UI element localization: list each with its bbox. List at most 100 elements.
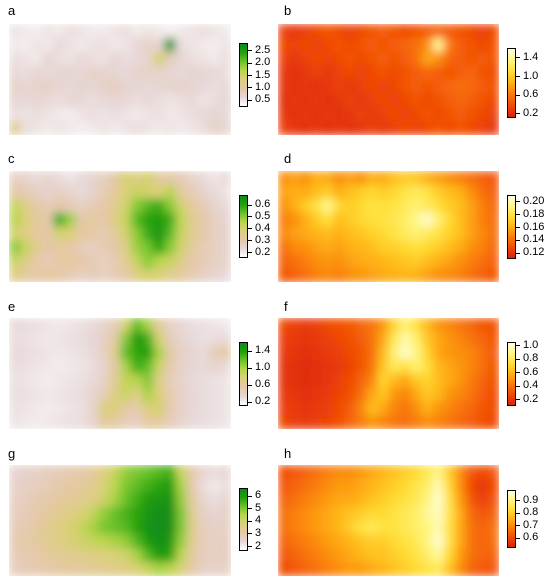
heatmap-cell <box>53 212 66 228</box>
heatmap-cell <box>20 268 32 282</box>
heatmap-cell <box>75 465 88 480</box>
colorbar-tick-label: 3 <box>255 526 262 539</box>
heatmap-cell <box>20 492 32 508</box>
heatmap-cell <box>421 107 434 122</box>
heatmap-cell <box>322 65 334 81</box>
heatmap-cell <box>377 268 390 282</box>
heatmap-cell <box>153 184 165 200</box>
heatmap-cell <box>131 212 143 228</box>
heatmap-cell <box>31 24 43 39</box>
heatmap-cell <box>164 465 177 480</box>
heatmap-cell <box>399 121 412 135</box>
heatmap-cell <box>487 415 499 429</box>
heatmap-cell <box>86 24 99 39</box>
heatmap-cell <box>142 373 154 388</box>
heatmap-cell <box>322 345 334 361</box>
heatmap-cell <box>42 254 54 269</box>
heatmap-cell <box>278 51 290 67</box>
heatmap-cell <box>289 331 301 347</box>
heatmap-cell <box>64 268 77 282</box>
heatmap-cell <box>311 520 323 535</box>
heatmap-cell <box>186 331 199 347</box>
heatmap-cell <box>153 359 165 375</box>
colorbar-tick <box>516 94 520 96</box>
heatmap-cell <box>344 24 356 39</box>
heatmap-cell <box>344 465 356 480</box>
heatmap-cell <box>186 93 199 108</box>
heatmap-cell <box>86 318 99 333</box>
heatmap-cell <box>164 37 177 53</box>
heatmap-cell <box>322 107 334 122</box>
heatmap-cell <box>399 93 412 108</box>
heatmap-cell <box>186 24 199 39</box>
heatmap-cell <box>333 24 345 39</box>
heatmap-cell <box>388 520 401 535</box>
heatmap-cell <box>120 171 132 186</box>
colorbar-gradient <box>239 43 248 107</box>
heatmap-cell <box>421 93 434 108</box>
heatmap-cell <box>153 65 165 81</box>
heatmap-cell <box>64 51 77 67</box>
heatmap-cell <box>142 345 154 361</box>
heatmap-cell <box>208 171 221 186</box>
heatmap-cell <box>465 415 478 429</box>
heatmap-cell <box>289 345 301 361</box>
heatmap-cell <box>131 478 143 494</box>
heatmap-cell <box>366 51 379 67</box>
heatmap-cell <box>465 268 478 282</box>
heatmap-cell <box>399 415 412 429</box>
heatmap-cell <box>410 93 423 108</box>
heatmap-cell <box>164 331 177 347</box>
heatmap-cell <box>388 548 401 563</box>
heatmap-cell <box>289 359 301 375</box>
heatmap-cell <box>454 79 467 94</box>
heatmap-cell <box>476 93 489 108</box>
heatmap-cell <box>388 268 401 282</box>
heatmap-cell <box>432 24 445 39</box>
heatmap-f <box>278 318 499 429</box>
heatmap-cell <box>377 212 390 228</box>
heatmap-cell <box>120 184 132 200</box>
heatmap-cell <box>465 478 478 494</box>
heatmap-cell <box>289 121 301 135</box>
heatmap-cell <box>131 520 143 535</box>
heatmap-cell <box>142 387 154 402</box>
heatmap-cell <box>300 331 312 347</box>
heatmap-cell <box>278 478 290 494</box>
heatmap-cell <box>487 373 499 388</box>
heatmap-cell <box>175 465 188 480</box>
heatmap-cell <box>454 93 467 108</box>
heatmap-cell <box>322 548 334 563</box>
heatmap-cell <box>97 534 110 549</box>
heatmap-cell <box>53 478 66 494</box>
heatmap-cell <box>164 534 177 549</box>
heatmap-cell <box>219 240 231 255</box>
heatmap-cell <box>333 37 345 53</box>
heatmap-cell <box>86 37 99 53</box>
heatmap-cell <box>86 492 99 508</box>
heatmap-cell <box>186 401 199 416</box>
heatmap-cell <box>366 212 379 228</box>
heatmap-cell <box>64 171 77 186</box>
heatmap-cell <box>175 373 188 388</box>
heatmap-cell <box>53 107 66 122</box>
heatmap-cell <box>131 51 143 67</box>
heatmap-cell <box>355 562 367 576</box>
heatmap-cell <box>377 93 390 108</box>
heatmap-cell <box>476 359 489 375</box>
heatmap-cell <box>421 534 434 549</box>
heatmap-cell <box>153 268 165 282</box>
heatmap-cell <box>278 254 290 269</box>
heatmap-cell <box>410 240 423 255</box>
heatmap-cell <box>9 240 21 255</box>
heatmap-cell <box>399 254 412 269</box>
heatmap-cell <box>108 465 121 480</box>
heatmap-cell <box>9 65 21 81</box>
heatmap-cell <box>443 51 456 67</box>
heatmap-cell <box>97 184 110 200</box>
heatmap-cell <box>131 359 143 375</box>
heatmap-cell <box>487 226 499 241</box>
heatmap-cell <box>443 373 456 388</box>
heatmap-cell <box>289 65 301 81</box>
heatmap-cell <box>366 79 379 94</box>
